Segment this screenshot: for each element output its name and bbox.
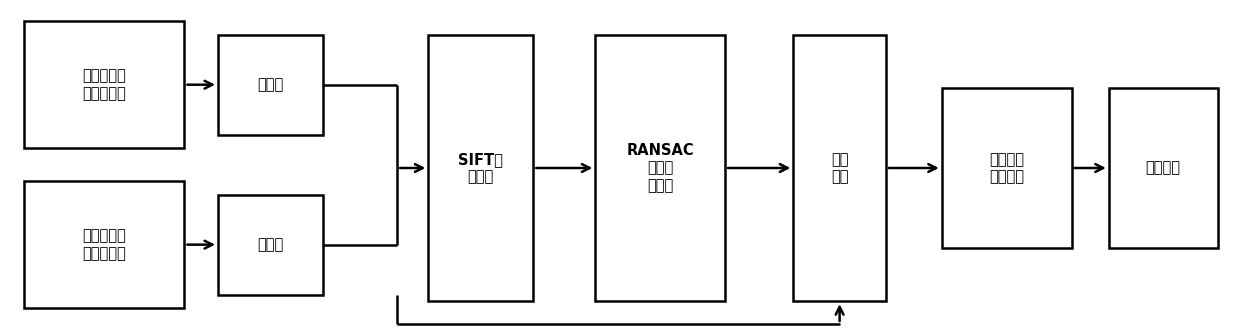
Text: RANSAC
剔除错
误匹配: RANSAC 剔除错 误匹配 — [626, 143, 694, 193]
Bar — [218, 35, 324, 135]
Text: 预处理: 预处理 — [258, 237, 284, 252]
Text: 绝缘子串
区域定位: 绝缘子串 区域定位 — [990, 152, 1024, 184]
Bar — [428, 35, 533, 301]
Text: SIFT特
征匹配: SIFT特 征匹配 — [459, 152, 503, 184]
Bar — [941, 88, 1071, 248]
Bar — [24, 22, 185, 148]
Text: 预处理: 预处理 — [258, 77, 284, 92]
Bar — [1109, 88, 1218, 248]
Bar — [595, 35, 725, 301]
Bar — [794, 35, 887, 301]
Text: 仿射
矩阵: 仿射 矩阵 — [831, 152, 848, 184]
Text: 绝缘子串红
外监测图像: 绝缘子串红 外监测图像 — [82, 69, 126, 101]
Bar — [24, 181, 185, 308]
Text: 识别结果: 识别结果 — [1146, 161, 1180, 175]
Bar — [218, 195, 324, 295]
Text: 绝缘子串红
外模板图像: 绝缘子串红 外模板图像 — [82, 228, 126, 261]
